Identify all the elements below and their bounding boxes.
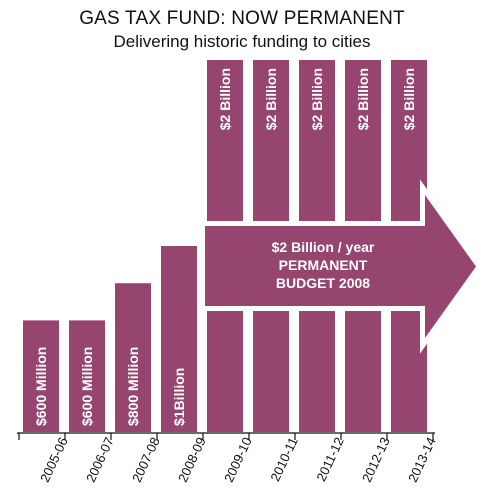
bar-2008-09 [161,246,197,432]
bar-value-label: $2 Billion [263,68,279,130]
bar-value-label: $2 Billion [355,68,371,130]
bar-value-label: $2 Billion [217,68,233,130]
bar-2005-06 [23,320,59,432]
x-tick-label: 2008-09 [175,435,209,485]
arrow-annotation-line: PERMANENT [279,257,368,273]
x-tick-label: 2007-08 [129,435,163,485]
bar-2006-07 [69,320,105,432]
bar-value-label: $600 Million [33,347,49,426]
x-tick-label: 2012-13 [359,435,393,485]
x-tick-label: 2009-10 [221,435,255,485]
bar-value-label: $600 Million [79,347,95,426]
arrow-shape [205,195,476,338]
arrow-annotation-line: $2 Billion / year [272,239,375,255]
bar-value-label: $800 Million [125,347,141,426]
x-tick-label: 2010-11 [267,435,300,484]
x-axis: 2005-06 2006-07 2007-08 2008-09 2009-10 2010-… [17,432,439,485]
chart-subtitle: Delivering historic funding to cities [113,32,371,51]
chart-title: GAS TAX FUND: NOW PERMANENT [79,8,405,29]
permanent-arrow: $2 Billion / year PERMANENT BUDGET 2008 [200,179,483,354]
x-tick-label: 2013-14 [405,435,439,485]
bar-2007-08 [115,283,151,432]
x-tick-label: 2011-12 [313,435,346,484]
bar-value-label: $2 Billion [309,68,325,130]
bar-value-label: $2 Billion [401,68,417,130]
x-tick-label: 2005-06 [37,435,71,485]
bar-value-label: $1Billion [171,368,187,426]
arrow-annotation-line: BUDGET 2008 [276,275,370,291]
x-tick-label: 2006-07 [83,435,117,485]
